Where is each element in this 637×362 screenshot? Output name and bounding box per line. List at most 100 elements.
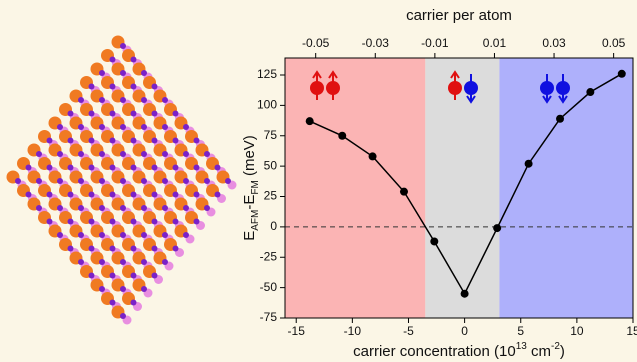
data-point bbox=[525, 160, 533, 168]
y-axis-title-part: FM bbox=[250, 180, 261, 194]
atom bbox=[152, 165, 158, 171]
x-tick-label: -5 bbox=[403, 324, 414, 338]
atom bbox=[68, 219, 74, 225]
atom bbox=[120, 97, 126, 103]
atom bbox=[68, 111, 74, 117]
y-tick-label: -50 bbox=[260, 280, 278, 294]
atom bbox=[162, 151, 168, 157]
y-axis-title-part: AFM bbox=[250, 210, 261, 231]
atom bbox=[57, 232, 63, 238]
atom bbox=[141, 151, 147, 157]
data-point bbox=[400, 188, 408, 196]
atom bbox=[141, 205, 147, 211]
y-axis-title-part: E bbox=[241, 231, 258, 241]
atom bbox=[110, 138, 116, 144]
y-axis-title: EAFM-EFM (meV) bbox=[241, 135, 261, 241]
y-tick-label: -75 bbox=[260, 310, 278, 324]
atom bbox=[173, 111, 179, 117]
atom bbox=[89, 111, 95, 117]
atom bbox=[120, 70, 126, 76]
atom bbox=[99, 205, 105, 211]
atom bbox=[89, 246, 95, 252]
y-tick-label: 50 bbox=[264, 158, 278, 172]
data-point bbox=[618, 70, 626, 78]
atom bbox=[131, 57, 137, 63]
atom bbox=[152, 192, 158, 198]
atom bbox=[89, 273, 95, 279]
atom bbox=[152, 84, 158, 90]
atom bbox=[131, 219, 137, 225]
y-tick-label: 100 bbox=[257, 98, 277, 112]
data-point bbox=[306, 117, 314, 125]
x-tick-label: 0 bbox=[461, 324, 468, 338]
atom bbox=[152, 219, 158, 225]
atom bbox=[131, 192, 137, 198]
atom bbox=[36, 151, 42, 157]
x2-tick-label: 0.05 bbox=[602, 36, 626, 50]
data-point bbox=[369, 152, 377, 160]
atom bbox=[131, 246, 137, 252]
x-tick-label: -15 bbox=[288, 324, 306, 338]
atom bbox=[110, 165, 116, 171]
atom bbox=[120, 232, 126, 238]
x2-tick-label: -0.03 bbox=[362, 36, 390, 50]
y-tick-label: 25 bbox=[264, 189, 278, 203]
atom bbox=[110, 111, 116, 117]
atom bbox=[141, 286, 147, 292]
atom bbox=[141, 124, 147, 130]
x-axis-title-part: cm bbox=[527, 343, 551, 360]
atom bbox=[78, 97, 84, 103]
atom bbox=[141, 70, 147, 76]
atom bbox=[99, 70, 105, 76]
atom bbox=[57, 205, 63, 211]
atom bbox=[47, 192, 53, 198]
atom bbox=[152, 138, 158, 144]
atom bbox=[99, 259, 105, 265]
atom bbox=[215, 165, 221, 171]
atom bbox=[47, 219, 53, 225]
x-tick-label: 5 bbox=[517, 324, 524, 338]
atom bbox=[68, 165, 74, 171]
atom bbox=[99, 151, 105, 157]
atom bbox=[99, 124, 105, 130]
atom bbox=[162, 178, 168, 184]
x2-tick-label: -0.05 bbox=[302, 36, 330, 50]
atom bbox=[183, 178, 189, 184]
atom bbox=[89, 192, 95, 198]
atom bbox=[120, 151, 126, 157]
atom bbox=[225, 178, 231, 184]
atom bbox=[36, 205, 42, 211]
atom bbox=[120, 43, 126, 49]
region bbox=[425, 58, 499, 318]
y-tick-label: 0 bbox=[270, 219, 277, 233]
atom bbox=[194, 192, 200, 198]
atom bbox=[204, 178, 210, 184]
atom bbox=[78, 178, 84, 184]
atom bbox=[173, 192, 179, 198]
atom bbox=[183, 124, 189, 130]
atom bbox=[47, 165, 53, 171]
atom bbox=[110, 57, 116, 63]
atom bbox=[183, 205, 189, 211]
atom bbox=[152, 111, 158, 117]
atom bbox=[89, 138, 95, 144]
atom bbox=[173, 219, 179, 225]
atom bbox=[131, 84, 137, 90]
atom bbox=[110, 219, 116, 225]
atom bbox=[110, 246, 116, 252]
x-axis-title-part: 13 bbox=[516, 341, 528, 352]
data-point bbox=[338, 132, 346, 140]
atom bbox=[47, 138, 53, 144]
x2-tick-label: -0.01 bbox=[421, 36, 449, 50]
data-point bbox=[586, 88, 594, 96]
atom bbox=[78, 232, 84, 238]
atom bbox=[173, 165, 179, 171]
atom bbox=[194, 138, 200, 144]
crystal-structure bbox=[7, 36, 237, 325]
atom bbox=[99, 178, 105, 184]
atom bbox=[194, 165, 200, 171]
atom bbox=[131, 300, 137, 306]
atom bbox=[131, 273, 137, 279]
atom bbox=[110, 300, 116, 306]
atom bbox=[26, 165, 32, 171]
